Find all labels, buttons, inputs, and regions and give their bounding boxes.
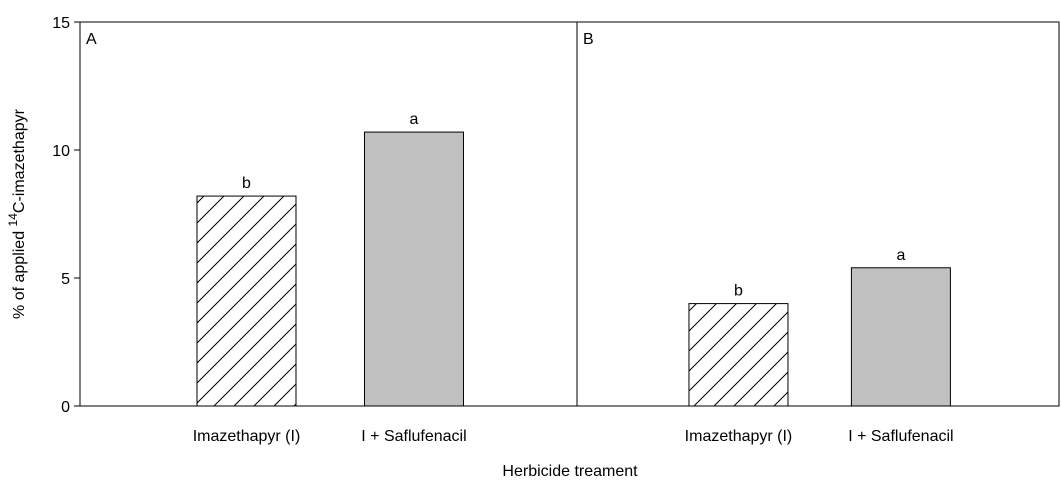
bar-annotation: b bbox=[734, 283, 743, 300]
bar-annotation: a bbox=[410, 111, 419, 128]
bar bbox=[688, 303, 789, 407]
x-tick-label: I + Saflufenacil bbox=[361, 428, 466, 445]
y-tick-label: 0 bbox=[61, 399, 70, 416]
x-tick-label: Imazethapyr (I) bbox=[685, 428, 793, 445]
y-axis-label: % of applied 14C-imazethapyr bbox=[6, 108, 28, 319]
bar-annotation: b bbox=[242, 175, 251, 192]
bar bbox=[196, 195, 297, 407]
panel-frame bbox=[79, 21, 578, 407]
bar bbox=[850, 267, 951, 407]
y-label-superscript: 14 bbox=[6, 213, 20, 227]
x-axis-label: Herbicide treament bbox=[502, 463, 638, 480]
y-tick-label: 15 bbox=[52, 15, 70, 32]
x-tick-label: Imazethapyr (I) bbox=[193, 428, 301, 445]
panel-label: A bbox=[86, 31, 97, 48]
bar bbox=[363, 131, 464, 407]
bar-annotation: a bbox=[896, 247, 905, 264]
y-tick-label: 10 bbox=[52, 143, 70, 160]
y-label-prefix: % of applied bbox=[11, 226, 28, 319]
x-tick-label: I + Saflufenacil bbox=[848, 428, 953, 445]
panel-label: B bbox=[583, 31, 594, 48]
y-label-suffix: C-imazethapyr bbox=[11, 108, 28, 213]
panel-frame bbox=[576, 21, 1060, 407]
y-tick-label: 5 bbox=[61, 271, 70, 288]
